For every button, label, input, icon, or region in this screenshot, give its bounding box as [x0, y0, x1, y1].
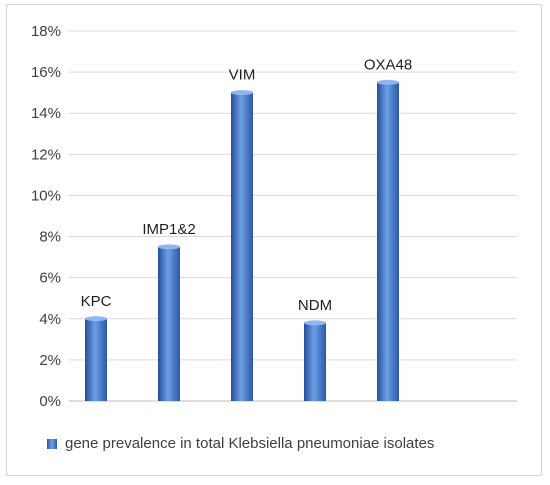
y-tick-label: 14%: [31, 105, 61, 122]
category-label: VIM: [229, 67, 256, 84]
y-tick-label: 10%: [31, 187, 61, 204]
y-tick-label: 6%: [39, 270, 61, 287]
bar: [231, 92, 253, 402]
y-axis: 0% 2% 4% 6% 8% 10% 12% 14% 16% 18%: [31, 23, 61, 410]
gridlines: [69, 30, 517, 402]
y-tick-label: 4%: [39, 311, 61, 328]
legend-label: gene prevalence in total Klebsiella pneu…: [65, 435, 435, 452]
category-label: IMP1&2: [142, 221, 195, 238]
legend: gene prevalence in total Klebsiella pneu…: [47, 435, 434, 452]
y-tick-label: 16%: [31, 64, 61, 81]
bar: [158, 246, 180, 401]
y-tick-label: 2%: [39, 352, 61, 369]
chart-frame: 0% 2% 4% 6% 8% 10% 12% 14% 16% 18% KPC IMP1&2 VIM ND…: [6, 4, 542, 476]
category-label: NDM: [298, 297, 332, 314]
bar: [85, 318, 107, 401]
data-labels: KPC IMP1&2 VIM NDM OXA48: [81, 56, 413, 314]
bar: [304, 322, 326, 401]
y-tick-label: 0%: [39, 393, 61, 410]
bar-cap: [377, 79, 399, 85]
bar: [377, 82, 399, 401]
category-label: OXA48: [364, 56, 412, 73]
bar-cap: [304, 320, 326, 326]
bar-cap: [231, 90, 253, 96]
y-tick-label: 8%: [39, 229, 61, 246]
bar-cap: [85, 316, 107, 322]
bar-chart: 0% 2% 4% 6% 8% 10% 12% 14% 16% 18% KPC IMP1&2 VIM ND…: [31, 23, 517, 410]
category-label: KPC: [81, 293, 112, 310]
legend-marker: [47, 438, 57, 449]
y-tick-label: 12%: [31, 146, 61, 163]
bars: [85, 79, 399, 402]
y-tick-label: 18%: [31, 23, 61, 40]
bar-cap: [158, 244, 180, 250]
